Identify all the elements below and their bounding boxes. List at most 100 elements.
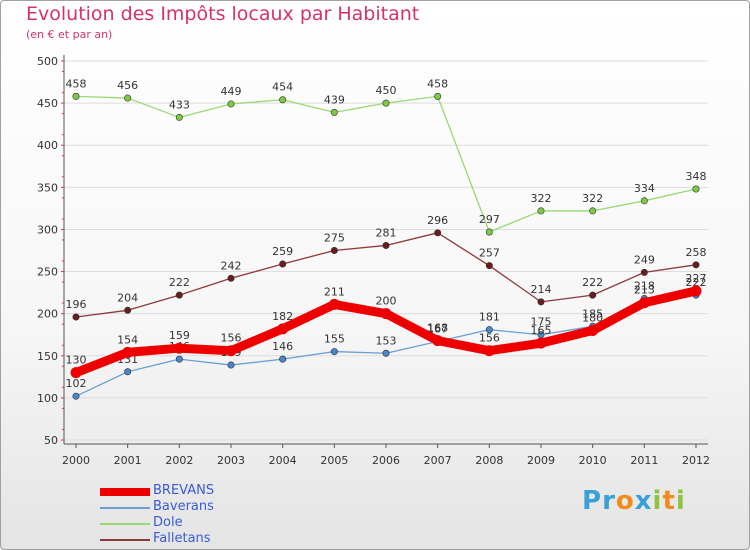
- data-label-baverans: 175: [531, 316, 552, 329]
- data-point-falletans: [640, 268, 648, 276]
- legend-item-dole: Dole: [100, 515, 300, 533]
- data-point-falletans: [72, 313, 80, 321]
- data-point-brevans: [225, 345, 237, 357]
- x-tick-label: 2005: [320, 454, 348, 467]
- data-point-baverans: [382, 349, 390, 357]
- data-label-brevans: 200: [376, 295, 397, 308]
- data-point-falletans: [382, 241, 390, 249]
- data-point-baverans: [124, 368, 132, 376]
- data-point-dole: [485, 228, 493, 236]
- data-point-falletans: [279, 260, 287, 268]
- data-label-brevans: 156: [221, 332, 242, 345]
- data-label-dole: 334: [634, 182, 655, 195]
- x-tick-label: 2012: [682, 454, 710, 467]
- data-point-brevans: [483, 345, 495, 357]
- data-label-falletans: 296: [427, 214, 448, 227]
- data-label-falletans: 214: [531, 283, 552, 296]
- data-label-dole: 322: [531, 192, 552, 205]
- data-point-falletans: [692, 261, 700, 269]
- data-point-brevans: [380, 308, 392, 320]
- data-point-brevans: [535, 337, 547, 349]
- data-label-falletans: 257: [479, 247, 500, 260]
- data-point-falletans: [537, 298, 545, 306]
- data-point-dole: [589, 207, 597, 215]
- data-point-dole: [279, 96, 287, 104]
- data-label-baverans: 167: [427, 322, 448, 335]
- data-label-brevans: 180: [582, 312, 603, 325]
- data-label-dole: 454: [272, 81, 293, 94]
- data-point-dole: [434, 92, 442, 100]
- x-tick-label: 2001: [114, 454, 142, 467]
- data-label-dole: 456: [117, 79, 138, 92]
- data-label-brevans: 165: [531, 324, 552, 337]
- data-point-brevans: [690, 285, 702, 297]
- data-label-falletans: 258: [686, 246, 707, 259]
- data-label-brevans: 211: [324, 285, 345, 298]
- data-label-dole: 348: [686, 170, 707, 183]
- data-label-falletans: 222: [169, 276, 190, 289]
- data-point-falletans: [330, 247, 338, 255]
- proxiti-logo: Proxiti: [582, 486, 686, 516]
- data-point-dole: [382, 99, 390, 107]
- legend-swatch-baverans: [100, 507, 150, 509]
- data-label-brevans: 227: [686, 272, 707, 285]
- data-point-baverans: [485, 326, 493, 334]
- y-tick-label: 250: [37, 266, 58, 279]
- data-label-brevans: 156: [479, 332, 500, 345]
- data-point-dole: [72, 92, 80, 100]
- data-label-brevans: 159: [169, 329, 190, 342]
- legend-label-baverans: Baverans: [153, 499, 214, 514]
- data-point-brevans: [122, 346, 134, 358]
- x-tick-label: 2000: [62, 454, 90, 467]
- y-tick-label: 500: [37, 55, 58, 68]
- data-label-dole: 322: [582, 192, 603, 205]
- data-point-brevans: [432, 335, 444, 347]
- x-tick-label: 2010: [579, 454, 607, 467]
- legend-label-brevans: BREVANS: [153, 483, 215, 498]
- data-point-brevans: [587, 325, 599, 337]
- data-label-falletans: 222: [582, 276, 603, 289]
- data-label-falletans: 249: [634, 253, 655, 266]
- x-tick-label: 2008: [475, 454, 503, 467]
- x-tick-label: 2007: [424, 454, 452, 467]
- legend-item-falletans: Falletans: [100, 531, 300, 549]
- data-label-dole: 297: [479, 213, 500, 226]
- y-tick-label: 200: [37, 308, 58, 321]
- data-label-dole: 439: [324, 93, 345, 106]
- legend-label-falletans: Falletans: [153, 531, 211, 546]
- data-label-baverans: 222: [686, 276, 707, 289]
- data-point-baverans: [279, 355, 287, 363]
- y-tick-label: 100: [37, 392, 58, 405]
- data-label-baverans: 185: [582, 307, 603, 320]
- x-tick-label: 2004: [269, 454, 297, 467]
- data-label-falletans: 242: [221, 259, 242, 272]
- y-tick-label: 150: [37, 350, 58, 363]
- data-point-brevans: [70, 367, 82, 379]
- legend-swatch-dole: [100, 523, 150, 525]
- data-label-falletans: 259: [272, 245, 293, 258]
- data-label-brevans: 130: [66, 354, 87, 367]
- series-line-dole: [75, 95, 697, 233]
- logo-letter: o: [615, 486, 635, 516]
- data-label-brevans: 213: [634, 284, 655, 297]
- data-label-brevans: 168: [427, 322, 448, 335]
- chart-title: Evolution des Impôts locaux par Habitant: [26, 3, 420, 25]
- data-label-falletans: 275: [324, 232, 345, 245]
- data-label-dole: 450: [376, 84, 397, 97]
- data-point-falletans: [175, 291, 183, 299]
- data-point-brevans: [638, 297, 650, 309]
- chart-subtitle: (en € et par an): [26, 28, 113, 41]
- data-label-brevans: 182: [272, 310, 293, 323]
- data-label-baverans: 155: [324, 333, 345, 346]
- legend-label-dole: Dole: [153, 515, 183, 530]
- data-point-baverans: [72, 392, 80, 400]
- legend-swatch-brevans: [100, 488, 150, 496]
- data-point-dole: [537, 207, 545, 215]
- data-point-falletans: [485, 262, 493, 270]
- data-label-baverans: 153: [376, 334, 397, 347]
- logo-letter: r: [602, 486, 616, 516]
- logo-letter: i: [675, 486, 686, 516]
- legend-item-baverans: Baverans: [100, 499, 300, 517]
